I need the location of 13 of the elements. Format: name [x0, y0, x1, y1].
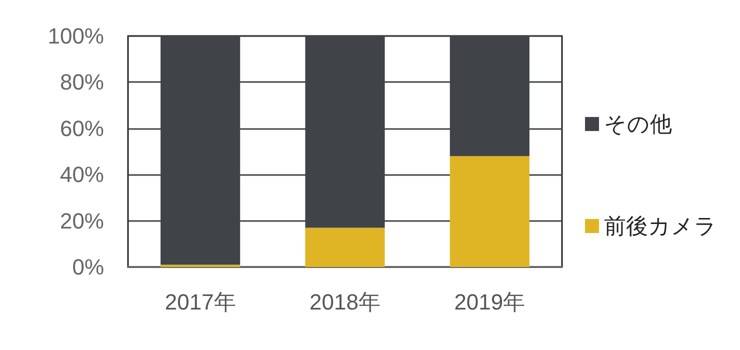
legend-label: その他 [604, 112, 672, 136]
y-tick-label: 20% [60, 208, 104, 234]
x-tick-label: 2018年 [310, 290, 380, 314]
y-tick-label: 40% [60, 162, 104, 188]
y-tick-label: 80% [60, 70, 104, 95]
y-tick-label: 100% [48, 24, 104, 48]
bar [450, 156, 530, 267]
y-tick-label: 60% [60, 116, 104, 141]
y-tick-label: 0% [72, 254, 104, 280]
bar [305, 228, 385, 267]
x-tick-label: 2019年 [454, 290, 526, 314]
x-tick-label: 2017年 [164, 290, 236, 314]
legend-label: 前後カメラ [604, 214, 717, 238]
